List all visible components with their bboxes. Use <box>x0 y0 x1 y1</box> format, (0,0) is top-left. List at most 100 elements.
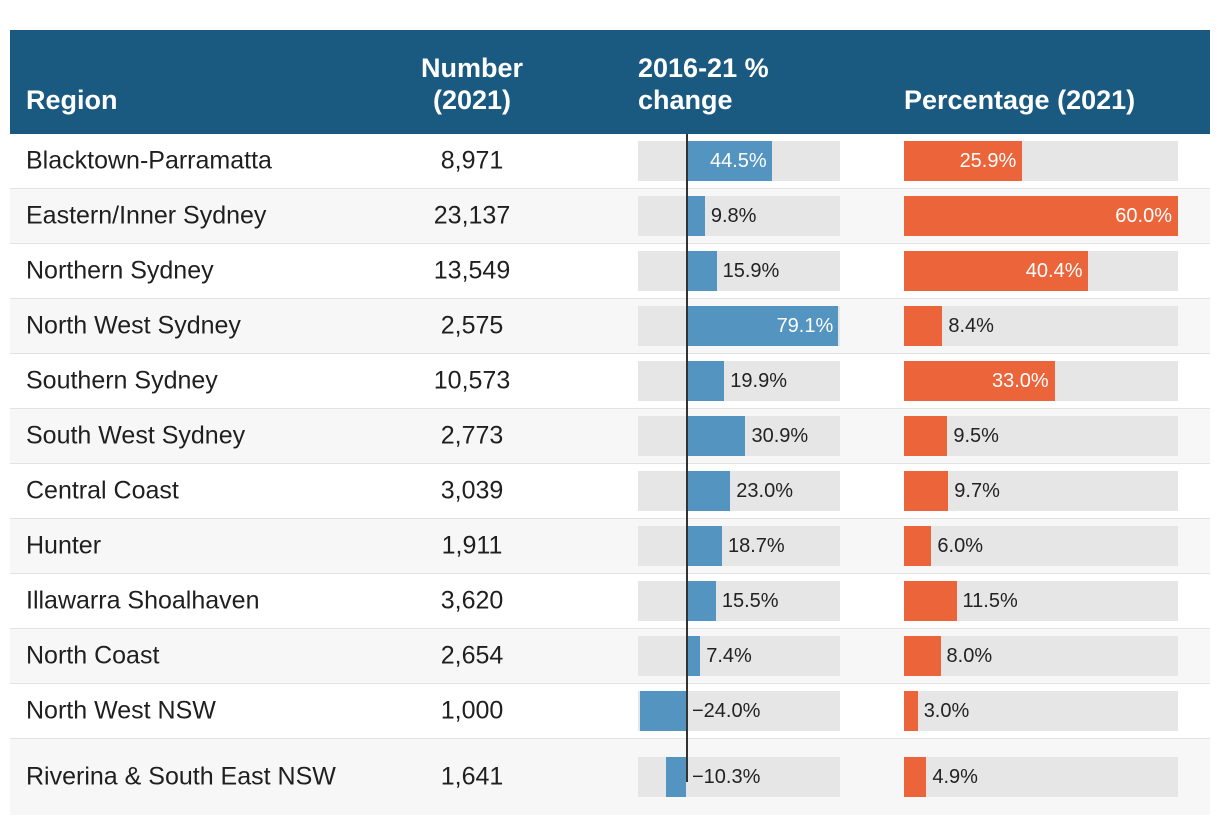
change-label: −24.0% <box>692 700 761 722</box>
region-name: Illawarra Shoalhaven <box>26 586 260 615</box>
change-label: 23.0% <box>736 480 793 502</box>
percentage-label: 9.7% <box>954 480 1000 502</box>
region-name: North West NSW <box>26 696 216 725</box>
table-row: Southern Sydney 10,573 19.9% 33.0% <box>10 354 1210 409</box>
table-row: South West Sydney 2,773 30.9% 9.5% <box>10 409 1210 464</box>
percentage-bar-track: 6.0% <box>904 526 1178 566</box>
change-bar <box>686 471 731 511</box>
change-bar-track: 9.8% <box>638 196 840 236</box>
region-name: Hunter <box>26 531 102 560</box>
percentage-bar-track: 60.0% <box>904 196 1178 236</box>
data-table: Region Number (2021) 2016-21 % change Pe… <box>10 30 1210 815</box>
header-number-line2: (2021) <box>432 85 512 115</box>
table-row: Riverina & South East NSW 1,641 −10.3% 4.9% <box>10 739 1210 815</box>
percentage-bar-track: 3.0% <box>904 691 1178 731</box>
change-label: 15.9% <box>722 260 780 282</box>
table-row: Hunter 1,911 18.7% 6.0% <box>10 519 1210 574</box>
change-bar <box>686 416 746 456</box>
region-name: Blacktown-Parramatta <box>26 146 272 175</box>
change-bar <box>686 636 701 676</box>
change-zero-axis <box>686 134 688 782</box>
percentage-bar-track: 33.0% <box>904 361 1178 401</box>
header-change-line2: change <box>638 85 733 115</box>
region-number: 10,573 <box>433 366 511 395</box>
region-number: 13,549 <box>433 256 511 285</box>
table-header: Region Number (2021) 2016-21 % change Pe… <box>10 30 1210 134</box>
change-label: 30.9% <box>751 425 809 447</box>
percentage-bar-track: 9.7% <box>904 471 1178 511</box>
percentage-label: 40.4% <box>1025 260 1083 282</box>
region-number: 1,911 <box>441 531 503 560</box>
change-label: 7.4% <box>706 645 752 667</box>
change-bar <box>686 251 717 291</box>
change-bar <box>686 526 722 566</box>
change-label: 15.5% <box>721 590 779 612</box>
change-label: −10.3% <box>692 766 761 788</box>
header-percentage: Percentage (2021) <box>904 85 1136 115</box>
percentage-label: 8.0% <box>946 645 993 667</box>
change-bar-track: 44.5% <box>638 141 840 181</box>
region-number: 3,620 <box>440 586 504 615</box>
percentage-bar <box>904 471 949 511</box>
percentage-bar-track: 9.5% <box>904 416 1178 456</box>
percentage-label: 4.9% <box>932 766 978 788</box>
percentage-bar <box>904 757 927 797</box>
percentage-label: 3.0% <box>923 700 970 722</box>
percentage-bar <box>904 691 918 731</box>
table-body: Blacktown-Parramatta 8,971 44.5% 25.9% Easte… <box>10 134 1210 815</box>
change-bar-track: −10.3% <box>638 757 840 797</box>
change-bar <box>666 757 686 797</box>
region-number: 2,654 <box>440 641 504 670</box>
change-bar-track: 30.9% <box>638 416 840 456</box>
change-bar <box>686 581 716 621</box>
region-name: South West Sydney <box>26 421 246 450</box>
percentage-bar <box>904 306 943 346</box>
region-name: North West Sydney <box>26 311 241 340</box>
percentage-label: 11.5% <box>962 590 1018 612</box>
percentage-bar-track: 4.9% <box>904 757 1178 797</box>
region-number: 1,641 <box>440 762 504 791</box>
percentage-bar-track: 11.5% <box>904 581 1178 621</box>
change-bar <box>686 306 839 346</box>
region-number: 23,137 <box>433 201 511 230</box>
region-number: 1,000 <box>440 696 504 725</box>
change-label: 19.9% <box>730 370 788 392</box>
percentage-bar-track: 40.4% <box>904 251 1178 291</box>
percentage-label: 60.0% <box>1115 205 1172 227</box>
percentage-bar <box>904 196 1178 236</box>
percentage-label: 6.0% <box>937 535 983 557</box>
percentage-label: 8.4% <box>948 315 994 337</box>
region-name: North Coast <box>26 641 160 670</box>
percentage-label: 33.0% <box>991 370 1049 392</box>
percentage-bar <box>904 361 1055 401</box>
percentage-bar <box>904 141 1023 181</box>
percentage-bar <box>904 526 932 566</box>
table-row: North West Sydney 2,575 79.1% 8.4% <box>10 299 1210 354</box>
region-name: Eastern/Inner Sydney <box>26 201 267 230</box>
table-row: Northern Sydney 13,549 15.9% 40.4% <box>10 244 1210 299</box>
table-row: North West NSW 1,000 −24.0% 3.0% <box>10 684 1210 739</box>
change-bar-track: 15.5% <box>638 581 840 621</box>
change-bar-track: 18.7% <box>638 526 840 566</box>
change-label: 44.5% <box>709 150 767 172</box>
percentage-bar-track: 8.4% <box>904 306 1178 346</box>
region-name: Riverina & South East NSW <box>26 762 336 791</box>
percentage-bar <box>904 416 948 456</box>
change-bar-track: −24.0% <box>638 691 840 731</box>
table-row: Blacktown-Parramatta 8,971 44.5% 25.9% <box>10 134 1210 189</box>
region-number: 2,575 <box>440 311 504 340</box>
change-label: 18.7% <box>727 535 785 557</box>
percentage-bar <box>904 251 1089 291</box>
percentage-bar <box>904 581 957 621</box>
region-number: 8,971 <box>440 146 504 175</box>
region-name: Southern Sydney <box>26 366 218 395</box>
change-bar-track: 23.0% <box>638 471 840 511</box>
change-bar <box>639 691 686 731</box>
header-change: 2016-21 % change <box>638 52 769 116</box>
change-bar <box>686 141 772 181</box>
table-row: Illawarra Shoalhaven 3,620 15.5% 11.5% <box>10 574 1210 629</box>
change-label: 9.8% <box>710 205 757 227</box>
table-row: Central Coast 3,039 23.0% 9.7% <box>10 464 1210 519</box>
change-bar <box>686 196 705 236</box>
header-number: Number (2021) <box>390 52 554 116</box>
